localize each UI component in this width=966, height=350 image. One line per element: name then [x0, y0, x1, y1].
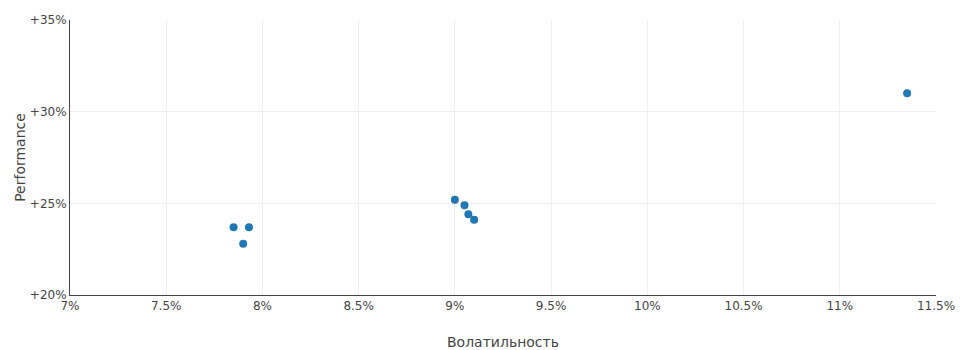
- svg-text:11%: 11%: [826, 299, 853, 313]
- svg-text:Волатильность: Волатильность: [447, 334, 559, 350]
- svg-text:+30%: +30%: [30, 105, 67, 119]
- svg-text:+25%: +25%: [30, 197, 67, 211]
- svg-text:Performance: Performance: [12, 113, 28, 202]
- svg-text:7.5%: 7.5%: [151, 299, 182, 313]
- svg-text:10.5%: 10.5%: [724, 299, 762, 313]
- svg-text:7%: 7%: [60, 299, 79, 313]
- svg-text:+20%: +20%: [30, 288, 67, 302]
- svg-text:10%: 10%: [634, 299, 661, 313]
- svg-text:8.5%: 8.5%: [343, 299, 374, 313]
- svg-text:11.5%: 11.5%: [917, 299, 955, 313]
- svg-text:+35%: +35%: [30, 13, 67, 27]
- svg-text:8%: 8%: [253, 299, 272, 313]
- svg-text:9.5%: 9.5%: [536, 299, 567, 313]
- svg-text:9%: 9%: [445, 299, 464, 313]
